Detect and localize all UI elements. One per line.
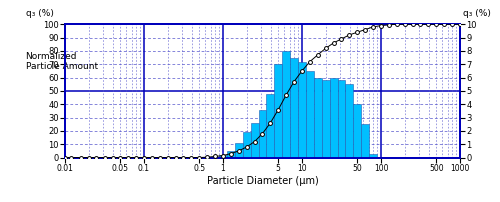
Bar [369,154,377,158]
Bar [290,58,298,158]
Bar [338,80,345,158]
X-axis label: Particle Diameter (μm): Particle Diameter (μm) [206,176,318,186]
Bar [243,132,250,158]
Bar [274,64,282,158]
Bar [361,124,369,158]
Bar [227,151,235,158]
Text: q₃ (%): q₃ (%) [463,9,490,18]
Bar [314,78,322,158]
Bar [282,51,290,158]
Bar [220,155,227,158]
Bar [258,109,266,158]
Bar [266,94,274,158]
Bar [235,143,243,158]
Bar [322,80,330,158]
Bar [330,78,338,158]
Bar [346,84,354,158]
Text: Normalized
Particle Amount: Normalized Particle Amount [26,52,98,71]
Bar [306,71,314,158]
Text: q₃ (%): q₃ (%) [26,9,54,18]
Bar [354,104,361,158]
Bar [250,123,258,158]
Bar [298,62,306,158]
